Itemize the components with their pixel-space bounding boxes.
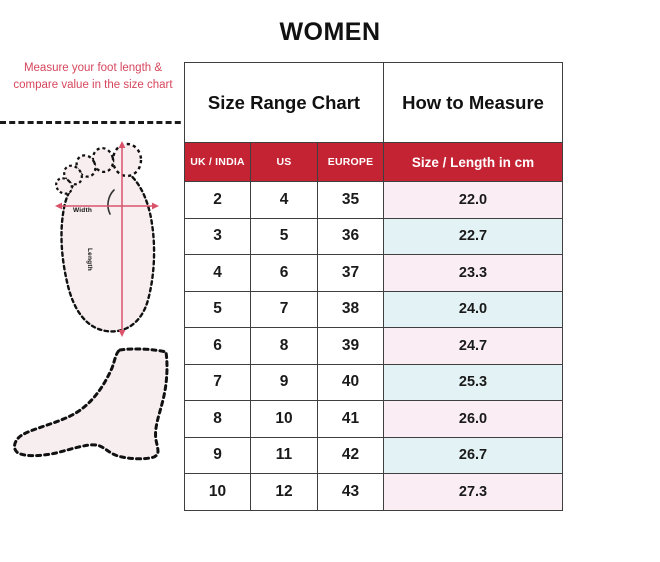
cell-cm: 26.0 [383, 400, 564, 438]
measure-instruction-text: Measure your foot length & compare value… [13, 62, 173, 91]
cell-cm: 24.0 [383, 290, 564, 328]
cell-uk: 5 [184, 290, 251, 328]
sole-width-label: Width [73, 207, 92, 214]
cell-eu: 40 [316, 363, 385, 401]
cell-eu: 41 [316, 400, 385, 438]
table-row: 8 10 41 26.0 [184, 400, 564, 438]
cell-us: 7 [250, 290, 318, 328]
page-title: WOMEN [279, 18, 381, 46]
table-row: 6 8 39 24.7 [184, 327, 564, 365]
cell-eu: 38 [316, 290, 385, 328]
cell-us: 12 [250, 473, 318, 511]
cell-uk: 10 [184, 473, 251, 511]
table-row: 7 9 40 25.3 [184, 363, 564, 401]
table-header-row: UK / INDIA US EUROPE Size / Length in cm [184, 142, 564, 182]
table-section-title-row: Size Range Chart How to Measure [183, 62, 564, 143]
cell-eu: 37 [316, 254, 385, 292]
cell-us: 10 [250, 400, 318, 438]
cell-cm: 22.7 [383, 217, 564, 255]
cell-uk: 3 [184, 217, 251, 255]
cell-us: 5 [250, 217, 318, 255]
cell-cm: 26.7 [383, 436, 564, 474]
sole-length-label: Length [86, 248, 93, 271]
foot-sole-outline-icon [55, 141, 159, 337]
cell-us: 11 [250, 436, 318, 474]
section-title-how-to-measure: How to Measure [383, 62, 564, 143]
cell-cm: 27.3 [383, 473, 564, 511]
table-row: 9 11 42 26.7 [184, 436, 564, 474]
column-header-us: US [250, 142, 318, 182]
cell-uk: 4 [184, 254, 251, 292]
cell-uk: 6 [184, 327, 251, 365]
cell-uk: 7 [184, 363, 251, 401]
cell-eu: 39 [316, 327, 385, 365]
cell-cm: 23.3 [383, 254, 564, 292]
section-title-size-range: Size Range Chart [183, 62, 385, 143]
cell-eu: 36 [316, 217, 385, 255]
column-header-europe: EUROPE [316, 142, 385, 182]
column-header-size-length-cm: Size / Length in cm [383, 142, 564, 182]
cell-eu: 35 [316, 181, 385, 219]
table-row: 3 5 36 22.7 [184, 217, 564, 255]
foot-side-profile-icon [13, 347, 169, 461]
cell-us: 9 [250, 363, 318, 401]
cell-cm: 22.0 [383, 181, 564, 219]
table-row: 10 12 43 27.3 [184, 473, 564, 511]
cell-us: 6 [250, 254, 318, 292]
cell-uk: 2 [184, 181, 251, 219]
cell-eu: 42 [316, 436, 385, 474]
cell-cm: 25.3 [383, 363, 564, 401]
table-row: 2 4 35 22.0 [184, 181, 564, 219]
size-chart-table: Size Range Chart How to Measure UK / IND… [183, 62, 564, 511]
cell-us: 4 [250, 181, 318, 219]
column-header-uk-india: UK / INDIA [184, 142, 251, 182]
table-row: 4 6 37 23.3 [184, 254, 564, 292]
cell-cm: 24.7 [383, 327, 564, 365]
dashed-divider [0, 121, 190, 124]
cell-us: 8 [250, 327, 318, 365]
cell-uk: 8 [184, 400, 251, 438]
cell-eu: 43 [316, 473, 385, 511]
table-row: 5 7 38 24.0 [184, 290, 564, 328]
cell-uk: 9 [184, 436, 251, 474]
